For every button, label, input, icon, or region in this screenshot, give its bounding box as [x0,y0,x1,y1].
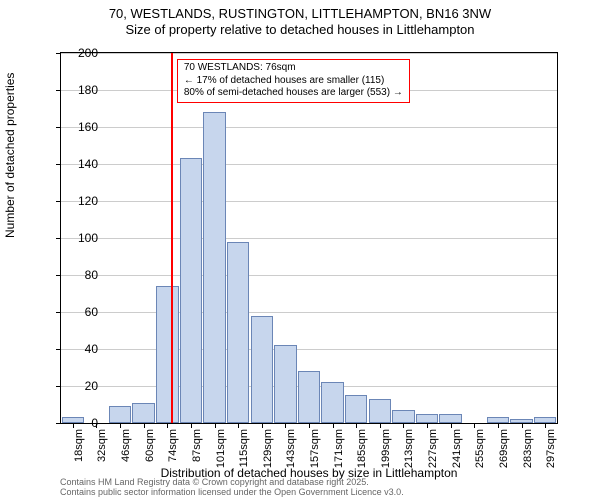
x-tick-mark [451,423,452,428]
x-tick-mark [120,423,121,428]
histogram-bar [345,395,367,423]
histogram-bar [156,286,178,423]
footer-line-2: Contains public sector information licen… [60,488,558,498]
y-tick-label: 120 [62,194,98,208]
y-tick-label: 40 [62,342,98,356]
y-tick-mark [56,275,61,276]
callout-line-3: 80% of semi-detached houses are larger (… [184,87,403,100]
histogram-bar [274,345,296,423]
x-tick-mark [285,423,286,428]
x-tick-mark [262,423,263,428]
x-tick-mark [167,423,168,428]
histogram-bar [439,414,461,423]
x-tick-mark [238,423,239,428]
x-tick-mark [474,423,475,428]
chart-title: 70, WESTLANDS, RUSTINGTON, LITTLEHAMPTON… [0,0,600,39]
x-tick-mark [333,423,334,428]
gridline [61,164,557,165]
y-tick-mark [56,238,61,239]
histogram-bar [227,242,249,423]
y-axis-label: Number of detached properties [3,73,17,238]
x-tick-mark [427,423,428,428]
y-tick-mark [56,127,61,128]
y-tick-label: 0 [62,416,98,430]
y-tick-mark [56,164,61,165]
histogram-bar [109,406,131,423]
gridline [61,312,557,313]
x-tick-mark [356,423,357,428]
x-tick-mark [545,423,546,428]
y-tick-mark [56,349,61,350]
gridline [61,238,557,239]
callout-box: 70 WESTLANDS: 76sqm← 17% of detached hou… [177,59,410,103]
gridline [61,275,557,276]
y-tick-label: 60 [62,305,98,319]
histogram-bar [132,403,154,423]
y-tick-label: 140 [62,157,98,171]
histogram-bar [298,371,320,423]
x-tick-mark [380,423,381,428]
y-tick-mark [56,53,61,54]
x-tick-mark [403,423,404,428]
histogram-bar [416,414,438,423]
gridline [61,53,557,54]
property-marker-line [171,53,173,423]
y-tick-label: 200 [62,46,98,60]
title-line-1: 70, WESTLANDS, RUSTINGTON, LITTLEHAMPTON… [0,6,600,22]
chart-plot-area: 18sqm32sqm46sqm60sqm74sqm87sqm101sqm115s… [60,52,558,424]
y-tick-label: 80 [62,268,98,282]
callout-line-2: ← 17% of detached houses are smaller (11… [184,75,403,88]
y-tick-mark [56,312,61,313]
title-line-2: Size of property relative to detached ho… [0,22,600,38]
x-tick-mark [522,423,523,428]
x-tick-mark [191,423,192,428]
gridline [61,349,557,350]
histogram-bar [369,399,391,423]
y-tick-mark [56,90,61,91]
histogram-bar [203,112,225,423]
y-tick-mark [56,201,61,202]
histogram-bar [180,158,202,423]
callout-line-1: 70 WESTLANDS: 76sqm [184,62,403,75]
histogram-bar [392,410,414,423]
y-tick-label: 180 [62,83,98,97]
gridline [61,127,557,128]
footer-attribution: Contains HM Land Registry data © Crown c… [60,478,558,498]
x-tick-mark [144,423,145,428]
gridline [61,201,557,202]
y-tick-label: 160 [62,120,98,134]
x-tick-mark [215,423,216,428]
y-tick-mark [56,423,61,424]
x-tick-mark [309,423,310,428]
histogram-bar [321,382,343,423]
x-tick-mark [498,423,499,428]
y-tick-label: 100 [62,231,98,245]
histogram-bar [251,316,273,423]
y-tick-mark [56,386,61,387]
y-tick-label: 20 [62,379,98,393]
